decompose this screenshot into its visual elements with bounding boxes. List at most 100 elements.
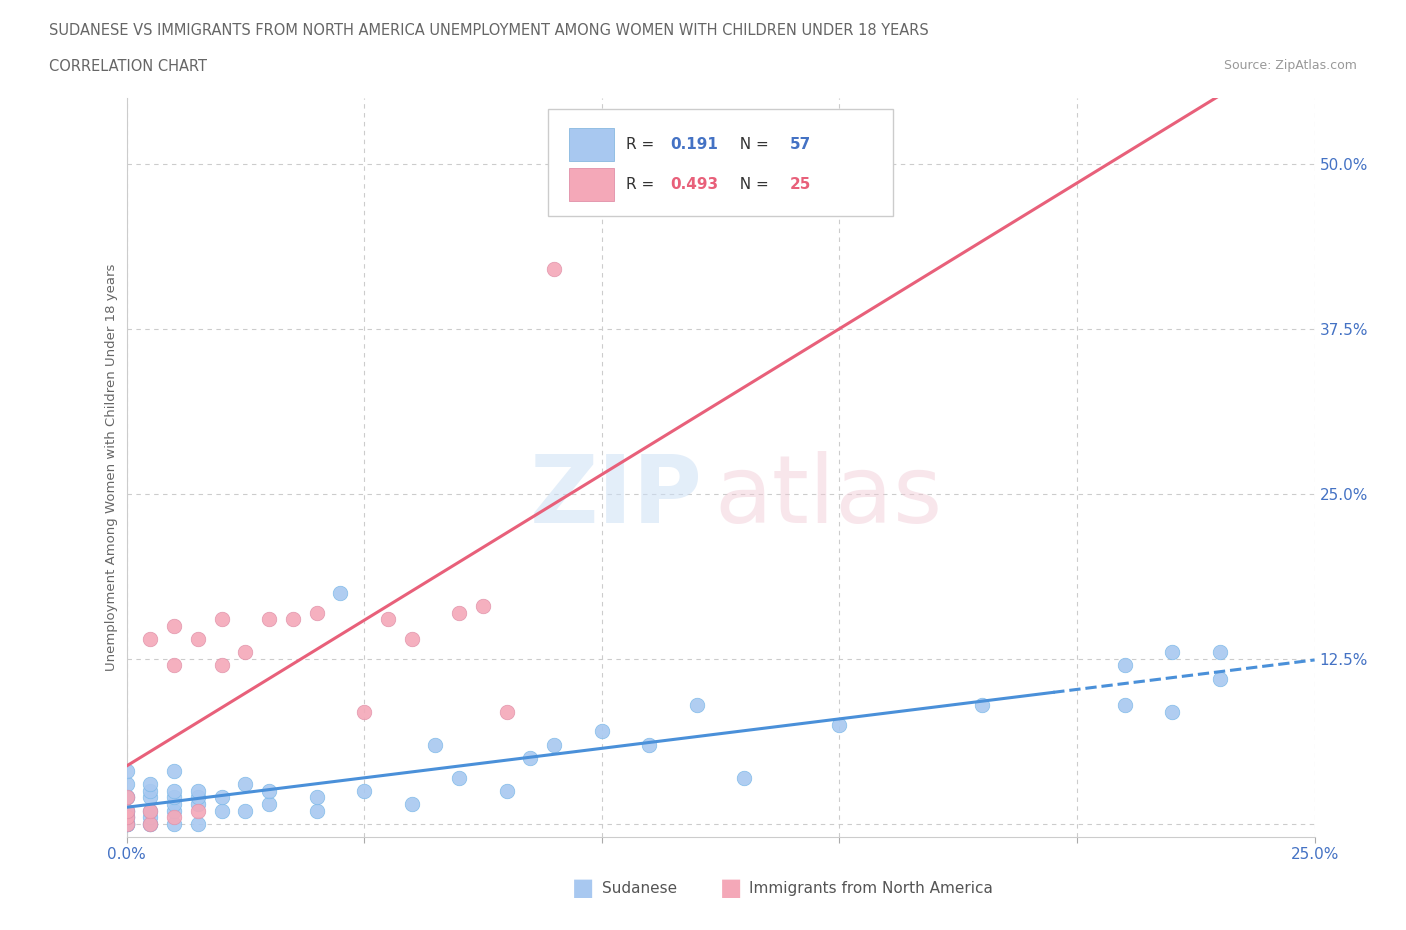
Point <box>163 797 186 812</box>
Point <box>163 790 186 804</box>
Text: 0.493: 0.493 <box>671 177 718 192</box>
Point <box>139 804 162 818</box>
Point <box>115 804 138 818</box>
Point <box>187 817 209 831</box>
Text: 0.191: 0.191 <box>671 137 718 152</box>
FancyBboxPatch shape <box>568 168 613 201</box>
Point <box>115 817 138 831</box>
Point <box>163 804 186 818</box>
Point <box>543 737 565 752</box>
Point <box>305 804 328 818</box>
Point <box>329 585 352 600</box>
Point <box>115 790 138 804</box>
Point <box>591 724 613 738</box>
Point <box>115 817 138 831</box>
Point <box>211 790 233 804</box>
Point <box>139 790 162 804</box>
Point <box>257 783 280 798</box>
Point <box>1114 698 1136 712</box>
Text: Source: ZipAtlas.com: Source: ZipAtlas.com <box>1223 59 1357 72</box>
Point <box>115 810 138 825</box>
Point <box>1114 658 1136 672</box>
Point <box>115 817 138 831</box>
Point <box>139 777 162 791</box>
Point <box>115 790 138 804</box>
Text: N =: N = <box>730 137 773 152</box>
Point <box>211 658 233 672</box>
Point <box>187 631 209 646</box>
Point <box>305 605 328 620</box>
Text: R =: R = <box>626 137 658 152</box>
Point <box>353 783 375 798</box>
Text: R =: R = <box>626 177 658 192</box>
Point <box>638 737 661 752</box>
Point <box>187 797 209 812</box>
Point <box>115 810 138 825</box>
Point <box>233 644 256 659</box>
Point <box>1161 644 1184 659</box>
Point <box>163 783 186 798</box>
Point <box>353 704 375 719</box>
Point <box>233 777 256 791</box>
Point <box>733 770 755 785</box>
Text: ■: ■ <box>720 876 742 900</box>
Y-axis label: Unemployment Among Women with Children Under 18 years: Unemployment Among Women with Children U… <box>105 263 118 671</box>
Point <box>115 790 138 804</box>
Point <box>425 737 447 752</box>
Text: N =: N = <box>730 177 773 192</box>
Text: ■: ■ <box>572 876 595 900</box>
Point <box>970 698 993 712</box>
Point <box>163 764 186 778</box>
Point <box>115 777 138 791</box>
Text: Sudanese: Sudanese <box>602 881 676 896</box>
Point <box>472 599 495 614</box>
FancyBboxPatch shape <box>568 128 613 161</box>
Point <box>163 618 186 633</box>
Point <box>686 698 709 712</box>
Point <box>377 612 399 627</box>
Point <box>139 631 162 646</box>
Text: CORRELATION CHART: CORRELATION CHART <box>49 59 207 73</box>
Point <box>495 783 517 798</box>
Point <box>139 817 162 831</box>
Point <box>115 804 138 818</box>
Point <box>115 764 138 778</box>
Point <box>115 810 138 825</box>
Point <box>139 783 162 798</box>
Point <box>449 605 471 620</box>
Point <box>233 804 256 818</box>
Point <box>1208 644 1230 659</box>
Text: SUDANESE VS IMMIGRANTS FROM NORTH AMERICA UNEMPLOYMENT AMONG WOMEN WITH CHILDREN: SUDANESE VS IMMIGRANTS FROM NORTH AMERIC… <box>49 23 929 38</box>
Text: Immigrants from North America: Immigrants from North America <box>749 881 993 896</box>
Point <box>139 810 162 825</box>
Point <box>115 817 138 831</box>
Point <box>163 817 186 831</box>
Point <box>139 804 162 818</box>
FancyBboxPatch shape <box>548 109 893 216</box>
Point <box>543 262 565 277</box>
Point <box>828 717 851 732</box>
Point <box>187 804 209 818</box>
Point <box>163 658 186 672</box>
Point <box>1208 671 1230 686</box>
Point <box>401 797 423 812</box>
Point <box>139 817 162 831</box>
Point <box>163 810 186 825</box>
Point <box>211 804 233 818</box>
Text: 25: 25 <box>790 177 811 192</box>
Point <box>257 797 280 812</box>
Text: 57: 57 <box>790 137 811 152</box>
Point <box>449 770 471 785</box>
Point <box>187 790 209 804</box>
Text: ZIP: ZIP <box>530 451 703 543</box>
Point <box>281 612 304 627</box>
Point <box>1161 704 1184 719</box>
Point <box>257 612 280 627</box>
Point <box>495 704 517 719</box>
Point <box>187 783 209 798</box>
Point <box>211 612 233 627</box>
Point <box>115 804 138 818</box>
Point <box>305 790 328 804</box>
Point <box>401 631 423 646</box>
Text: atlas: atlas <box>714 451 943 543</box>
